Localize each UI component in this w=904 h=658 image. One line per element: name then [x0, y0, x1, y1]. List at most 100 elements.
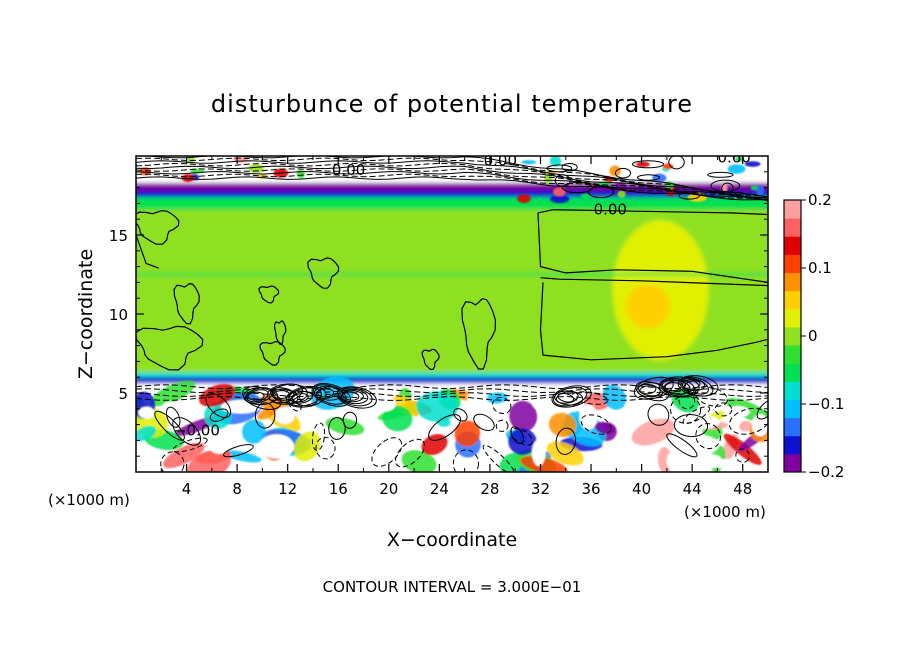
contour-line: [272, 390, 290, 400]
turbulent-cell: [509, 400, 538, 432]
colorbar-segment: [784, 218, 801, 237]
white-pocket: [680, 435, 719, 456]
white-pocket: [579, 404, 598, 430]
contour-label: 0.00: [484, 151, 517, 169]
contour-line: [668, 156, 685, 170]
contour-line: [136, 234, 160, 269]
contour-line: [673, 414, 709, 438]
upper-turbulent-cell: [552, 187, 566, 197]
contour-line: [136, 388, 768, 394]
contour-line: [136, 171, 768, 201]
colorbar-segment: [784, 236, 801, 255]
contour-line: [631, 160, 665, 169]
upper-turbulent-cell: [609, 165, 621, 177]
x-tick-label: 32: [531, 480, 550, 498]
colorbar-segment: [784, 254, 801, 274]
colorbar-segment: [784, 272, 801, 292]
contour-line: [682, 379, 706, 392]
contour-label: −0.00: [174, 422, 220, 440]
upper-turbulent-cell: [744, 161, 761, 167]
contour-line: [136, 176, 768, 201]
contour-line: [679, 376, 714, 397]
contour-label: 0.00: [332, 161, 365, 179]
colorbar-segment: [784, 417, 801, 437]
y-tick-label: 10: [109, 306, 128, 324]
contour-line: [342, 411, 358, 429]
contour-line: [307, 257, 340, 289]
contour-line: [678, 191, 700, 200]
field-layer: [136, 156, 768, 472]
contour-line: [336, 386, 377, 409]
contour-line: [555, 391, 579, 404]
white-pocket: [346, 447, 363, 469]
x-tick-label: 20: [379, 480, 398, 498]
turbulent-cell: [739, 420, 752, 432]
contour-line: [270, 387, 299, 404]
contour-line: [539, 282, 768, 361]
x-tick-label: 48: [733, 480, 752, 498]
colorbar-tick-label: 0: [808, 327, 818, 345]
contour-line: [580, 414, 612, 435]
x-axis-unit-right: (×1000 m): [684, 503, 766, 521]
contour-line: [495, 419, 509, 432]
turbulent-cell: [548, 412, 577, 438]
y-tick-label: 5: [118, 385, 128, 403]
contour-line: [636, 174, 661, 181]
colorbar-segment: [784, 290, 801, 310]
turbulent-cell: [150, 380, 196, 407]
cool-column: [262, 227, 281, 362]
contour-line: [537, 209, 768, 216]
upper-turbulent-cell: [549, 156, 562, 167]
contour-line: [735, 448, 750, 463]
contour-line: [328, 416, 346, 440]
contour-line: [453, 408, 468, 422]
contour-line: [707, 171, 734, 178]
contour-line: [682, 406, 711, 425]
y-tick-label: 15: [109, 227, 128, 245]
white-pocket: [370, 396, 396, 412]
x-tick-label: 36: [581, 480, 600, 498]
x-axis-label: X−coordinate: [387, 529, 517, 551]
contour-line: [172, 437, 208, 453]
lower-band-blue: [136, 377, 768, 381]
upper-turbulent-cell: [517, 194, 531, 204]
upper-left-cell: [139, 167, 152, 176]
contour-line: [540, 277, 768, 287]
x-tick-label: 8: [232, 480, 242, 498]
colorbar-segment: [784, 381, 801, 400]
contour-line: [546, 164, 573, 173]
colorbar-tick-label: −0.1: [808, 395, 844, 413]
contour-label-layer: 0.00 0.00 −0.00 0.00 0.60: [174, 151, 751, 440]
turbulent-cell: [382, 405, 413, 432]
contour-line: [571, 391, 609, 405]
contour-line: [666, 433, 698, 458]
contour-line: [395, 438, 426, 468]
contour-line: [136, 157, 768, 198]
chart-title: disturbunce of potential temperature: [211, 90, 693, 118]
contour-line: [254, 402, 276, 429]
turbulent-cell: [221, 450, 262, 463]
contour-line: [678, 392, 696, 410]
colorbar-tick-label: 0.1: [808, 259, 832, 277]
contour-line: [259, 340, 286, 366]
upper-turbulent-cell: [617, 190, 626, 198]
contour-line: [273, 320, 287, 346]
x-tick-label: 24: [430, 480, 449, 498]
cool-column: [477, 227, 496, 362]
contour-line: [669, 395, 702, 424]
contour-line: [136, 162, 768, 200]
contour-line: [638, 383, 661, 397]
contour-line: [694, 386, 728, 407]
contour-interval-note: CONTOUR INTERVAL = 3.000E−01: [323, 578, 582, 596]
upper-left-cell: [248, 163, 265, 173]
contour-line: [342, 391, 360, 401]
contour-line: [681, 377, 709, 395]
contour-line: [160, 451, 185, 472]
contour-line: [733, 191, 744, 198]
contour-line: [136, 173, 768, 200]
contour-line: [315, 436, 336, 460]
upper-turbulent-cell: [756, 185, 765, 197]
white-pocket: [467, 389, 485, 409]
